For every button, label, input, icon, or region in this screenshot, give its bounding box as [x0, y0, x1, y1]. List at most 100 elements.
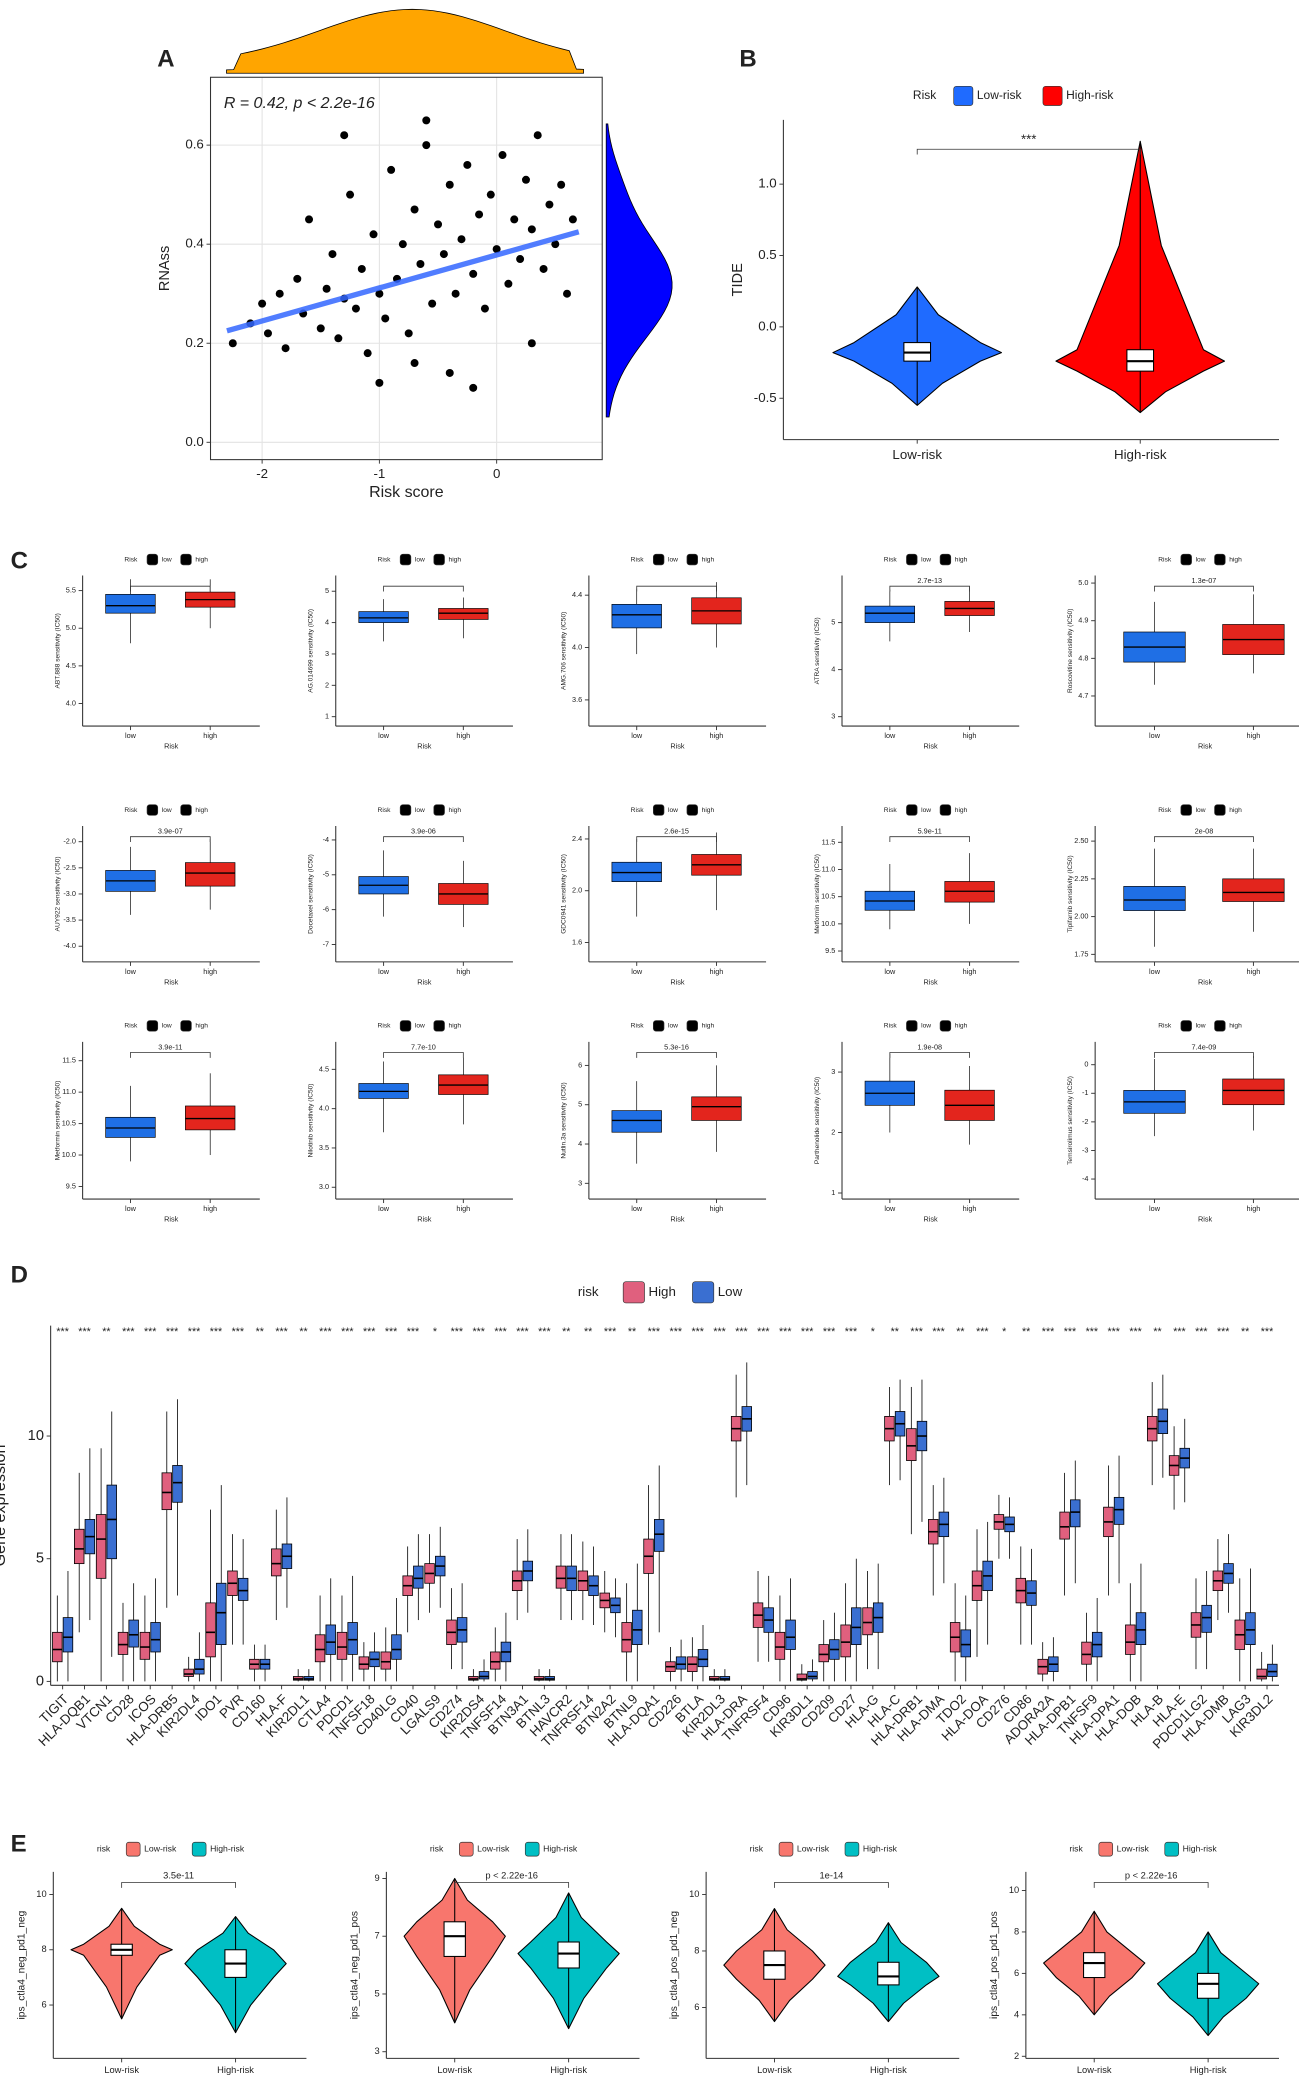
legend-label: low	[415, 556, 425, 563]
y-tick-label: 4.4	[572, 590, 582, 599]
x-axis-label: Risk	[417, 1214, 432, 1223]
significance: **	[256, 1326, 264, 1338]
y-tick-label: 2	[1014, 2051, 1019, 2061]
legend-label: high	[448, 556, 461, 563]
y-tick-label: 1.75	[1074, 949, 1088, 958]
box	[438, 608, 489, 620]
legend-swatch	[1164, 1841, 1179, 1857]
y-axis-label: ips_ctla4_neg_pd1_neg	[16, 1910, 27, 2019]
legend-title: risk	[578, 1284, 599, 1299]
point	[369, 230, 378, 239]
box	[611, 1110, 662, 1133]
legend-label: High-risk	[863, 1843, 898, 1853]
legend-swatch	[399, 804, 412, 816]
significance: ***	[385, 1326, 397, 1338]
p-value: 1.9e-08	[917, 1042, 942, 1051]
significance: *	[871, 1326, 875, 1338]
y-axis-label: Docetaxel sensitivity (IC50)	[308, 854, 315, 934]
point	[404, 329, 413, 338]
x-tick-label: low	[125, 1204, 137, 1213]
y-tick-label: 0	[1084, 1060, 1088, 1069]
box	[877, 1961, 900, 1986]
legend-label: High	[649, 1284, 676, 1299]
y-axis-label: GDC0941 sensitivity (IC50)	[561, 854, 568, 934]
y-tick-label: 9.5	[825, 946, 835, 955]
box	[391, 1634, 402, 1660]
x-tick-label: low	[1149, 731, 1161, 740]
y-tick-label: 2.50	[1074, 836, 1088, 845]
significance: *	[1002, 1326, 1006, 1338]
x-tick-label: low	[125, 731, 137, 740]
box	[1059, 1511, 1070, 1540]
legend-label: Low	[718, 1284, 743, 1299]
significance: ***	[341, 1326, 353, 1338]
legend-title: Risk	[631, 1023, 645, 1030]
y-tick-label: 3	[578, 1178, 582, 1187]
box	[358, 611, 409, 623]
plot-background	[210, 77, 603, 460]
box	[105, 594, 156, 614]
y-tick-label: 2	[831, 1127, 835, 1136]
legend-title: Risk	[378, 1023, 392, 1030]
y-axis-label: ips_ctla4_neg_pd1_pos	[349, 1911, 360, 2019]
p-bracket	[121, 1882, 236, 1888]
significance: ***	[604, 1326, 616, 1338]
y-tick-label: 2.00	[1074, 912, 1088, 921]
legend-swatch	[433, 553, 445, 566]
y-tick-label: 6	[578, 1060, 582, 1069]
box	[906, 1428, 917, 1461]
y-tick-label: 7	[375, 1931, 380, 1941]
legend-label: Low-risk	[977, 88, 1023, 102]
significance: **	[1153, 1326, 1161, 1338]
y-tick-label: 3.0	[319, 1182, 329, 1191]
p-value: 3.9e-06	[411, 826, 436, 835]
legend-swatch	[180, 1020, 192, 1032]
point	[322, 284, 331, 293]
legend-label: low	[1196, 807, 1206, 814]
box	[413, 1565, 424, 1589]
y-tick-label: 3	[831, 1067, 835, 1076]
x-tick-label: low	[631, 1204, 643, 1213]
y-tick-label: 4	[325, 618, 329, 627]
point	[398, 240, 407, 249]
y-tick-label: 9	[375, 1873, 380, 1883]
point	[521, 175, 530, 184]
legend-title: Risk	[124, 556, 138, 563]
x-tick-label: high	[456, 1204, 470, 1213]
y-tick-label: 6	[41, 1999, 46, 2009]
point	[463, 160, 472, 169]
significance: ***	[144, 1326, 156, 1338]
significance: ***	[1086, 1326, 1098, 1338]
significance: ***	[56, 1326, 68, 1338]
box	[557, 1941, 580, 1969]
x-axis-label: Risk	[417, 742, 432, 751]
significance: ***	[932, 1326, 944, 1338]
legend-label: high	[955, 1023, 968, 1030]
box	[840, 1624, 851, 1658]
y-tick-label: 4	[831, 665, 835, 674]
box	[150, 1622, 161, 1653]
x-tick-label: high	[1247, 731, 1261, 740]
x-axis-label: Risk	[924, 742, 939, 751]
box	[74, 1528, 85, 1565]
y-tick-label: 5	[578, 1100, 582, 1109]
box	[271, 1548, 282, 1577]
box	[785, 1619, 796, 1650]
point	[340, 131, 349, 140]
legend-swatch	[778, 1841, 794, 1857]
x-tick-label: low	[125, 967, 137, 976]
legend-label: high	[448, 1023, 461, 1030]
y-tick-label: 4.9	[1078, 616, 1088, 625]
y-axis-label: ATRA sensitivity (IC50)	[814, 617, 821, 684]
legend-swatch	[686, 804, 698, 816]
y-tick-label: 5.0	[66, 623, 76, 632]
box	[1125, 1624, 1136, 1655]
legend-label: low	[415, 807, 425, 814]
x-tick-label: high	[456, 731, 470, 740]
box	[194, 1658, 205, 1675]
y-tick-label: 6	[694, 2002, 699, 2012]
x-tick-label: high	[710, 1204, 724, 1213]
box	[1196, 1972, 1220, 1999]
y-tick-label: -7	[323, 939, 330, 948]
significance: ***	[735, 1326, 747, 1338]
